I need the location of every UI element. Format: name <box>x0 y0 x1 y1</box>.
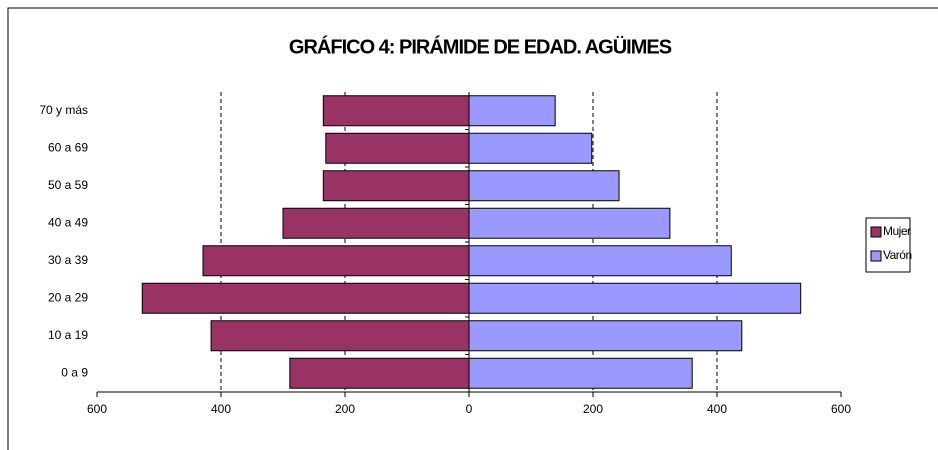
bar <box>468 282 802 314</box>
bar <box>282 207 470 239</box>
bar <box>468 320 743 352</box>
bar <box>468 132 593 164</box>
bar <box>468 207 671 239</box>
y-tick-label: 50 a 59 <box>48 178 88 192</box>
bar <box>202 245 470 277</box>
bar <box>322 95 470 127</box>
x-tick-label: 400 <box>707 402 727 416</box>
bar <box>468 245 732 277</box>
bar <box>210 320 470 352</box>
y-tick-label: 70 y más <box>39 103 88 117</box>
chart-title: GRÁFICO 4: PIRÁMIDE DE EDAD. AGÜIMES <box>289 35 672 58</box>
bar <box>468 95 556 127</box>
x-tick-label: 200 <box>335 402 355 416</box>
legend-label: Varón <box>883 248 912 262</box>
y-tick-label: 30 a 39 <box>48 253 88 267</box>
y-tick-label: 60 a 69 <box>48 140 88 154</box>
bar <box>289 357 470 389</box>
x-tick-label: 600 <box>831 402 851 416</box>
legend-swatch <box>870 226 882 238</box>
x-tick-label: 600 <box>87 402 107 416</box>
y-tick-label: 10 a 19 <box>48 328 88 342</box>
bar <box>468 170 620 202</box>
chart-frame <box>7 7 938 450</box>
bar <box>141 282 470 314</box>
legend-swatch <box>870 250 882 262</box>
bar <box>322 170 470 202</box>
bar <box>468 357 693 389</box>
y-tick-label: 20 a 29 <box>48 290 88 304</box>
x-tick-label: 400 <box>211 402 231 416</box>
x-tick-label: 0 <box>466 402 473 416</box>
y-tick-label: 40 a 49 <box>48 215 88 229</box>
y-tick-label: 0 a 9 <box>61 365 88 379</box>
bar <box>325 132 470 164</box>
legend-label: Mujer <box>883 224 911 238</box>
x-tick-label: 200 <box>583 402 603 416</box>
